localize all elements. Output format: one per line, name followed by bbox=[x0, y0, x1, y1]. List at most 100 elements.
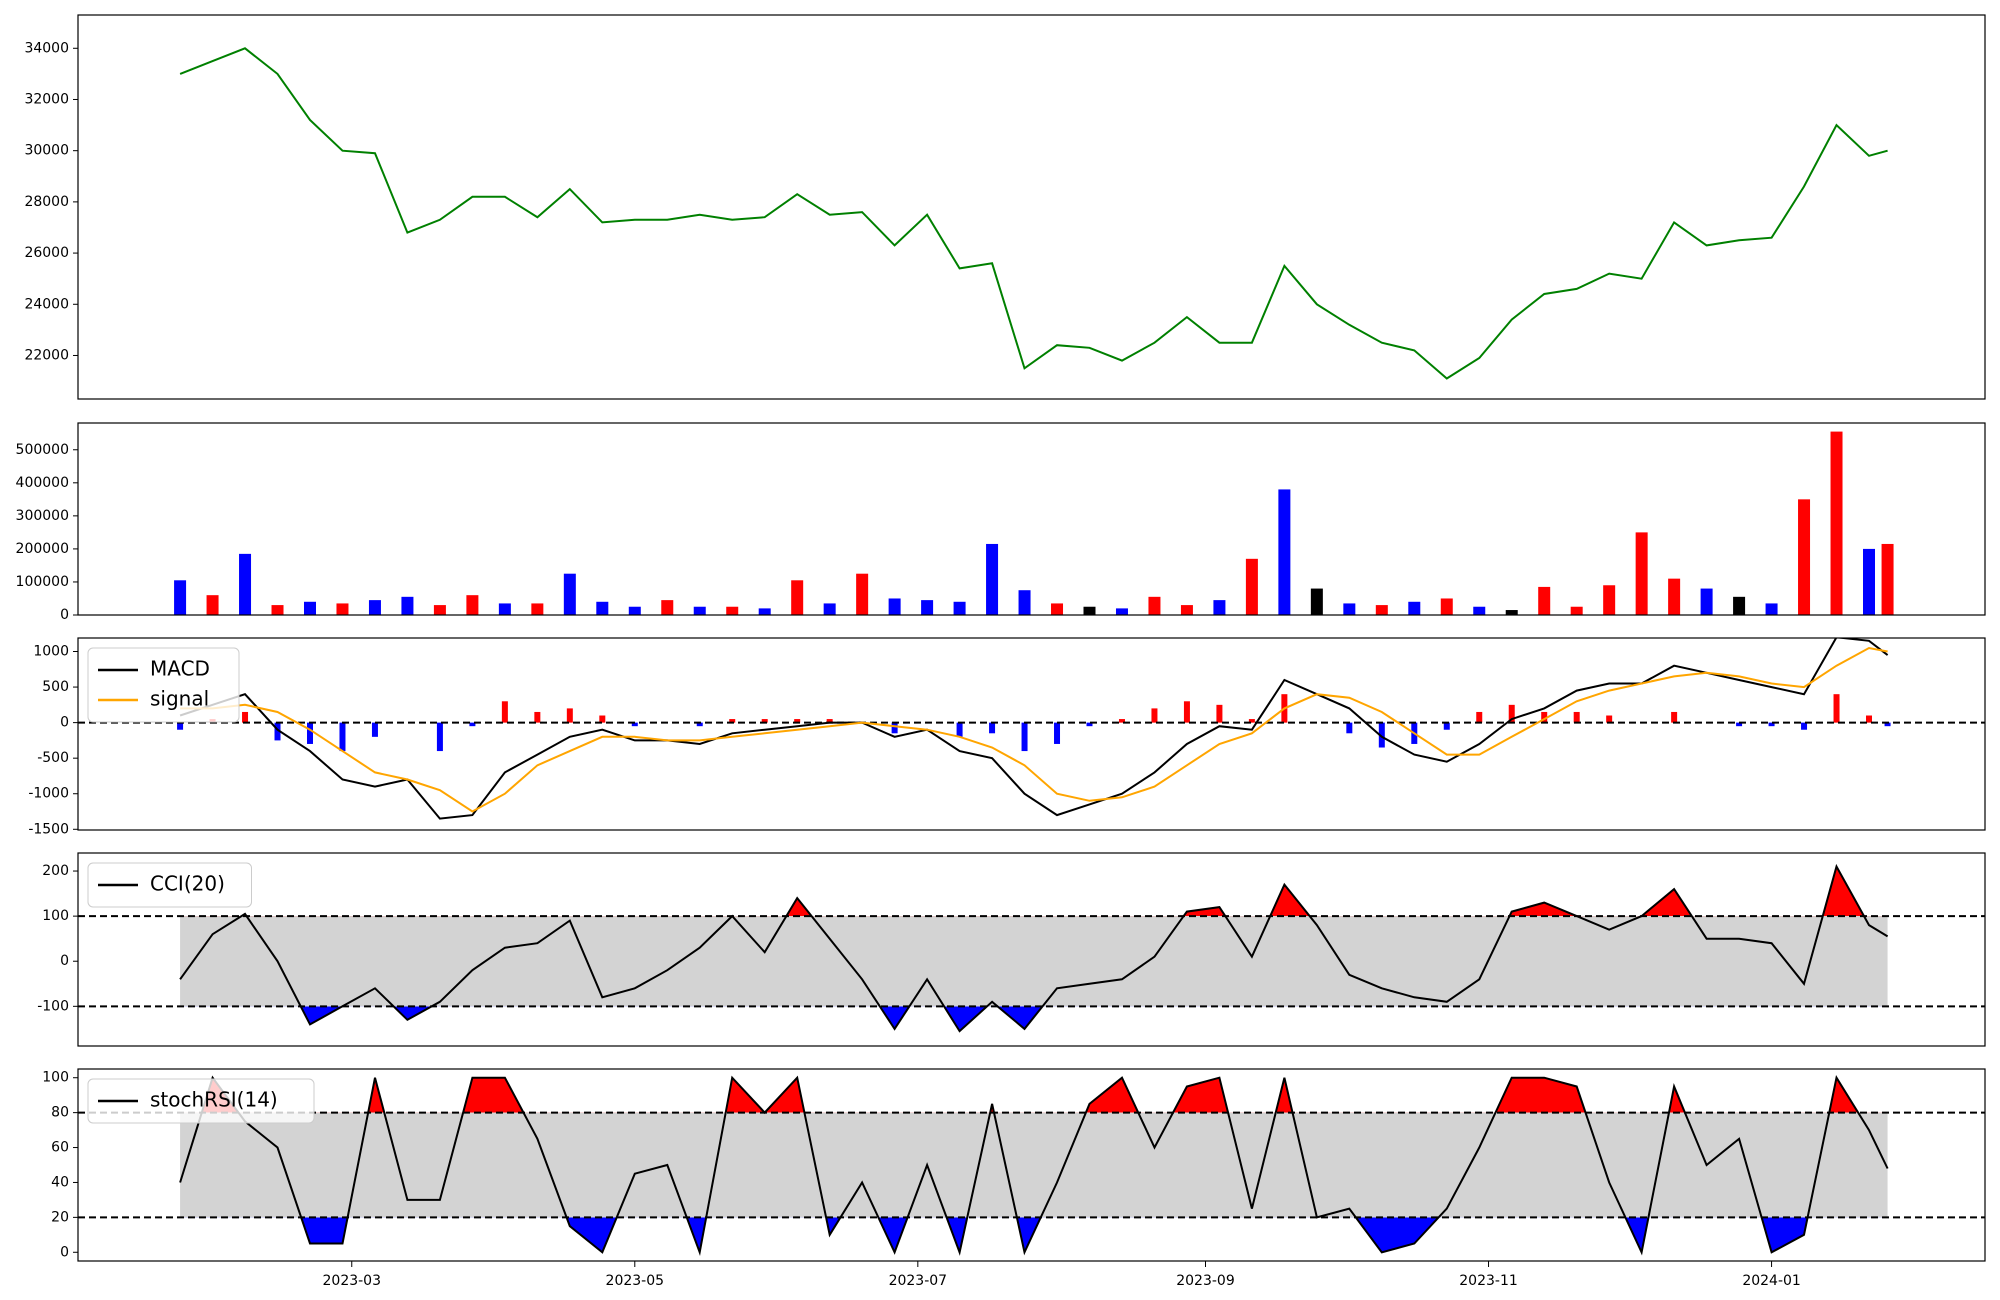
axes-frame bbox=[77, 852, 1986, 1047]
bar bbox=[888, 598, 901, 615]
y-tick-label: 34000 bbox=[24, 40, 69, 56]
y-tick-label: 200000 bbox=[16, 541, 69, 557]
bar bbox=[1798, 499, 1811, 615]
bar bbox=[1668, 578, 1681, 615]
y-tick-label: 0 bbox=[60, 1244, 69, 1260]
y-tick-label: 100 bbox=[42, 1070, 69, 1086]
hist-bar bbox=[891, 722, 898, 734]
legend-text: stochRSI(14) bbox=[150, 1088, 278, 1112]
hist-bar bbox=[469, 722, 476, 727]
hist-bar bbox=[1884, 722, 1891, 727]
x-tick-label: 2023-05 bbox=[606, 1273, 665, 1289]
bar bbox=[1863, 548, 1876, 615]
y-tick-label: 20 bbox=[51, 1209, 69, 1225]
axes-frame bbox=[77, 14, 1986, 400]
hist-bar bbox=[242, 711, 249, 723]
bar bbox=[986, 543, 999, 615]
y-tick-label: -1000 bbox=[28, 786, 69, 802]
hist-bar bbox=[1671, 711, 1678, 723]
band bbox=[180, 1112, 1888, 1218]
hist-bar bbox=[1476, 711, 1483, 723]
y-tick-label: 500 bbox=[42, 679, 69, 695]
hist-bar bbox=[371, 722, 378, 737]
extreme-fill bbox=[201, 1077, 1859, 1113]
hist-bar bbox=[1346, 722, 1353, 734]
bar bbox=[239, 553, 252, 615]
y-tick-label: 0 bbox=[60, 607, 69, 623]
bar bbox=[336, 603, 349, 615]
axes-frame bbox=[77, 422, 1986, 616]
bar bbox=[856, 573, 869, 615]
hist-bar bbox=[826, 719, 833, 723]
bar bbox=[758, 608, 771, 615]
hist-bar bbox=[956, 722, 963, 737]
bar bbox=[1440, 598, 1453, 615]
bar bbox=[271, 605, 284, 615]
hist-bar bbox=[1768, 722, 1775, 727]
y-tick-label: 26000 bbox=[24, 245, 69, 261]
line bbox=[179, 638, 1889, 820]
hist-bar bbox=[1118, 719, 1125, 723]
hist-bar bbox=[1541, 711, 1548, 723]
y-tick-label: 100 bbox=[42, 908, 69, 924]
plot-area bbox=[78, 863, 1985, 1033]
y-tick-label: 24000 bbox=[24, 296, 69, 312]
bar bbox=[791, 580, 804, 615]
y-tick-label: -100 bbox=[37, 998, 69, 1014]
bar bbox=[953, 601, 966, 615]
hist-bar bbox=[1183, 701, 1190, 723]
bar bbox=[1083, 606, 1096, 615]
hist-bar bbox=[1866, 715, 1873, 723]
bar bbox=[466, 595, 479, 615]
bar bbox=[174, 580, 187, 615]
hist-bar bbox=[1086, 722, 1093, 727]
y-tick-label: 40 bbox=[51, 1174, 69, 1190]
bar bbox=[693, 606, 706, 615]
bar bbox=[921, 600, 934, 615]
hist-bar bbox=[1054, 722, 1061, 744]
hist-bar bbox=[339, 722, 346, 752]
bar bbox=[1408, 601, 1421, 615]
bar bbox=[206, 595, 219, 615]
bar bbox=[1733, 596, 1746, 615]
band bbox=[180, 916, 1888, 1007]
y-tick-label: 100000 bbox=[16, 574, 69, 590]
hist-bar bbox=[566, 708, 573, 723]
y-tick-label: -1500 bbox=[28, 821, 69, 837]
bar bbox=[823, 603, 836, 615]
bar bbox=[401, 596, 414, 615]
bar bbox=[726, 606, 739, 615]
bar bbox=[563, 573, 576, 615]
hist-bar bbox=[1573, 711, 1580, 723]
legend-box bbox=[87, 1078, 315, 1124]
legend-text: CCI(20) bbox=[150, 872, 225, 896]
bar bbox=[1830, 431, 1843, 615]
hist-bar bbox=[274, 722, 281, 741]
x-tick-label: 2023-03 bbox=[323, 1273, 382, 1289]
bar bbox=[1635, 532, 1648, 615]
x-tick-label: 2024-01 bbox=[1742, 1273, 1801, 1289]
hist-bar bbox=[306, 722, 313, 744]
y-tick-label: 30000 bbox=[24, 143, 69, 159]
axes-frame bbox=[77, 637, 1986, 831]
y-tick-label: 0 bbox=[60, 715, 69, 731]
bar bbox=[1310, 588, 1323, 615]
bar bbox=[368, 600, 381, 615]
hist-bar bbox=[1508, 704, 1515, 723]
bar bbox=[1505, 610, 1518, 615]
plot-area bbox=[179, 47, 1888, 380]
bar bbox=[498, 603, 511, 615]
y-tick-label: -500 bbox=[37, 750, 69, 766]
hist-bar bbox=[501, 701, 508, 723]
bar bbox=[1343, 603, 1356, 615]
plot-area bbox=[174, 431, 1894, 615]
bar bbox=[1570, 606, 1583, 615]
hist-bar bbox=[1151, 708, 1158, 723]
hist-bar bbox=[989, 722, 996, 734]
bar bbox=[433, 605, 446, 615]
hist-bar bbox=[177, 722, 184, 730]
y-tick-label: 28000 bbox=[24, 194, 69, 210]
hist-bar bbox=[534, 711, 541, 723]
